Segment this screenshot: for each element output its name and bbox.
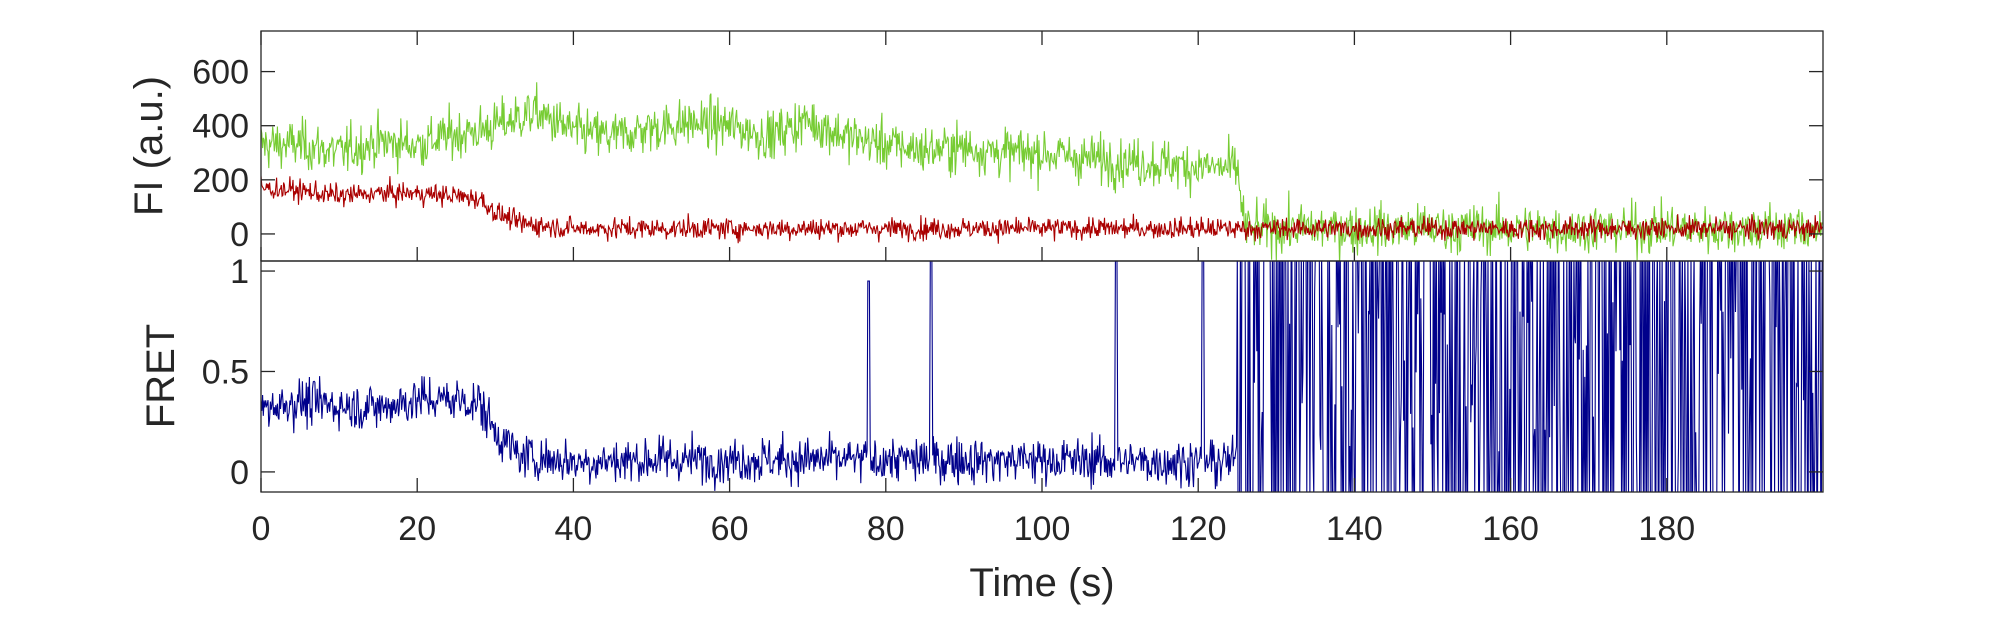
time-x-tick-label: 160 (1482, 510, 1539, 548)
fluorescence-y-tick-label: 600 (192, 54, 249, 92)
fluorescence-series-0 (261, 82, 1823, 261)
fluorescence-series-group (261, 82, 1823, 261)
time-x-tick-label: 40 (554, 510, 592, 548)
time-x-tick-label: 20 (398, 510, 436, 548)
time-x-tick-label: 120 (1170, 510, 1227, 548)
fluorescence-y-tick-label: 200 (192, 162, 249, 200)
time-x-tick-label: 180 (1638, 510, 1695, 548)
time-x-tick-label: 60 (711, 510, 749, 548)
fret-y-ticks: 00.51 (202, 253, 1823, 492)
fluorescence-series-1 (261, 175, 1823, 244)
fret-y-tick-label: 0.5 (202, 353, 249, 391)
fret-panel: 00.51 0 20 40 60 80 100 120 140 160 180 FRET Time… (139, 31, 1824, 605)
time-x-tick-label: 140 (1326, 510, 1383, 548)
fluorescence-y-tick-label: 0 (230, 216, 249, 254)
time-x-tick-label: 100 (1014, 510, 1071, 548)
time-x-label: Time (s) (969, 561, 1114, 605)
fret-series-0 (261, 261, 1823, 492)
fluorescence-y-label: FI (a.u.) (127, 76, 171, 216)
time-x-tick-label: 80 (867, 510, 905, 548)
fluorescence-y-ticks: 0 200 400 600 (192, 54, 1823, 254)
time-x-ticks: 0 20 40 60 80 100 120 140 160 180 (252, 31, 1695, 548)
fret-y-label: FRET (139, 324, 183, 428)
fret-series-group (261, 261, 1823, 492)
fret-y-tick-label: 1 (230, 253, 249, 291)
fluorescence-panel: 0 200 400 600 FI (a.u.) (127, 30, 1824, 262)
fret-y-tick-label: 0 (230, 454, 249, 492)
time-x-tick-label: 0 (252, 510, 271, 548)
fluorescence-y-tick-label: 400 (192, 108, 249, 146)
